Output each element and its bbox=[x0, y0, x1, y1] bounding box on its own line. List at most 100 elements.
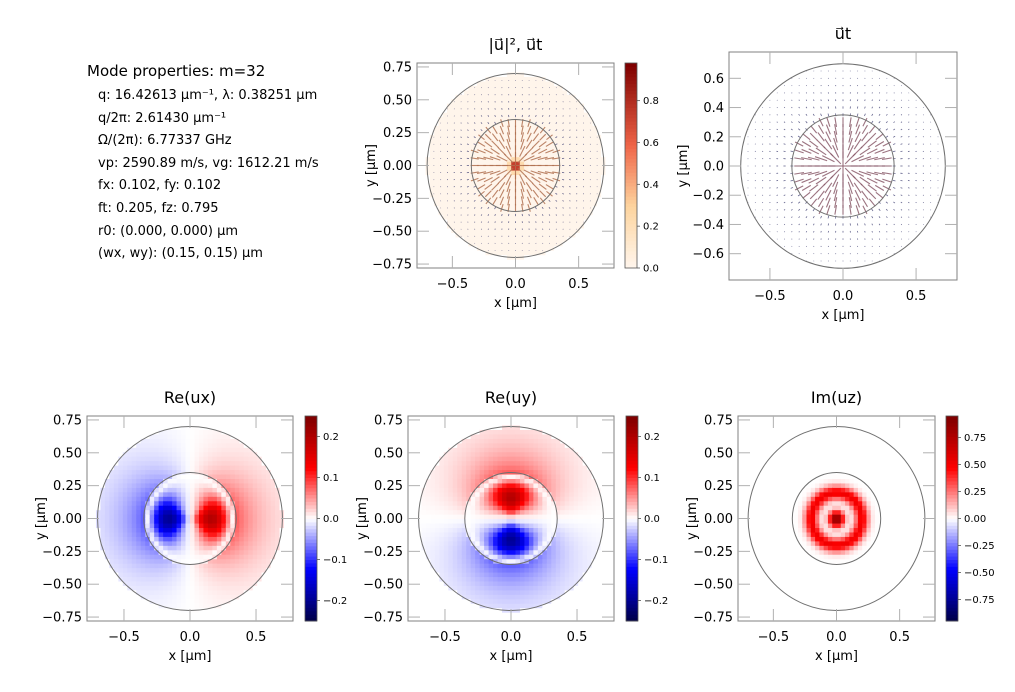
heatmap-cell bbox=[185, 465, 191, 471]
heatmap-cell bbox=[494, 245, 499, 251]
heatmap-cell bbox=[472, 196, 478, 202]
quiver-arrow bbox=[562, 108, 564, 110]
heatmap-cell bbox=[109, 482, 115, 488]
heatmap-cell bbox=[575, 183, 581, 189]
heatmap-cell bbox=[592, 263, 598, 268]
quiver-arrow bbox=[827, 223, 830, 226]
heatmap-cell bbox=[515, 156, 521, 162]
heatmap-cell bbox=[136, 447, 142, 453]
heatmap-cell bbox=[549, 138, 555, 144]
heatmap-cell bbox=[605, 259, 611, 265]
heatmap-cell bbox=[140, 594, 146, 600]
heatmap-cell bbox=[104, 496, 110, 502]
heatmap-cell bbox=[566, 103, 572, 109]
quiver-arrow bbox=[874, 148, 885, 154]
quiver-arrow bbox=[494, 214, 496, 217]
heatmap-cell bbox=[109, 585, 115, 591]
heatmap-cell bbox=[451, 80, 457, 86]
heatmap-cell bbox=[109, 460, 115, 466]
heatmap-cell bbox=[136, 545, 142, 551]
heatmap-cell bbox=[451, 174, 457, 180]
heatmap-cell bbox=[511, 152, 517, 158]
heatmap-cell bbox=[459, 254, 465, 260]
heatmap-cell bbox=[459, 263, 465, 268]
heatmap-cell bbox=[113, 567, 119, 573]
heatmap-cell bbox=[113, 451, 119, 457]
heatmap-cell bbox=[212, 576, 218, 582]
heatmap-cell bbox=[592, 134, 598, 140]
heatmap-cell bbox=[172, 585, 178, 591]
quiver-arrow bbox=[776, 194, 779, 196]
heatmap-cell bbox=[234, 416, 240, 422]
heatmap-cell bbox=[434, 156, 440, 162]
heatmap-cell bbox=[554, 71, 559, 77]
heatmap-cell bbox=[584, 236, 589, 242]
heatmap-cell bbox=[481, 120, 487, 126]
heatmap-cell bbox=[91, 496, 97, 502]
heatmap-cell bbox=[541, 174, 547, 180]
heatmap-cell bbox=[225, 509, 231, 515]
heatmap-cell bbox=[95, 545, 102, 551]
quiver-arrow bbox=[825, 124, 831, 135]
quiver-arrow bbox=[530, 156, 542, 161]
heatmap-cell bbox=[451, 63, 457, 69]
colorbar-segment bbox=[625, 66, 637, 71]
heatmap-cell bbox=[158, 473, 164, 479]
heatmap-cell bbox=[588, 183, 594, 189]
heatmap-cell bbox=[212, 496, 218, 502]
heatmap-cell bbox=[113, 514, 119, 520]
heatmap-cell bbox=[127, 580, 133, 586]
heatmap-cell bbox=[145, 571, 151, 578]
heatmap-cell bbox=[515, 67, 521, 73]
heatmap-cell bbox=[588, 214, 594, 220]
heatmap-cell bbox=[100, 536, 106, 542]
heatmap-cell bbox=[122, 571, 128, 578]
heatmap-cell bbox=[425, 116, 431, 122]
heatmap-cell bbox=[434, 196, 440, 202]
heatmap-cell bbox=[579, 89, 585, 95]
heatmap-cell bbox=[230, 460, 236, 466]
heatmap-cell bbox=[194, 536, 200, 542]
quiver-arrow bbox=[499, 189, 505, 199]
quiver-arrow bbox=[846, 174, 854, 187]
heatmap-cell bbox=[489, 165, 495, 171]
heatmap-cell bbox=[212, 536, 218, 542]
heatmap-cell bbox=[113, 563, 119, 569]
heatmap-cell bbox=[605, 210, 611, 216]
heatmap-cell bbox=[558, 152, 564, 158]
heatmap-cell bbox=[532, 254, 538, 260]
heatmap-cell bbox=[122, 527, 128, 533]
quiver-arrow bbox=[783, 194, 786, 196]
quiver-arrow bbox=[494, 206, 496, 210]
heatmap-cell bbox=[515, 98, 521, 104]
quiver-arrow bbox=[893, 135, 896, 138]
heatmap-cell bbox=[425, 138, 431, 144]
heatmap-cell bbox=[472, 107, 478, 113]
heatmap-cell bbox=[464, 80, 469, 86]
heatmap-cell bbox=[104, 580, 110, 586]
heatmap-cell bbox=[136, 603, 142, 609]
heatmap-cell bbox=[511, 183, 517, 189]
heatmap-cell bbox=[131, 607, 137, 613]
heatmap-cell bbox=[234, 478, 240, 484]
heatmap-cell bbox=[472, 223, 478, 229]
heatmap-cell bbox=[198, 416, 205, 422]
heatmap-cell bbox=[429, 161, 435, 167]
quiver-arrow bbox=[548, 221, 551, 223]
heatmap-cell bbox=[506, 210, 512, 216]
heatmap-cell bbox=[601, 210, 607, 216]
heatmap-cell bbox=[601, 76, 607, 82]
heatmap-cell bbox=[221, 420, 227, 426]
heatmap-cell bbox=[194, 540, 200, 546]
heatmap-cell bbox=[571, 218, 577, 225]
heatmap-cell bbox=[181, 442, 187, 448]
heatmap-cell bbox=[198, 540, 205, 546]
heatmap-cell bbox=[571, 89, 577, 95]
heatmap-cell bbox=[506, 112, 512, 118]
heatmap-cell bbox=[198, 442, 205, 448]
quiver-arrow bbox=[874, 184, 885, 191]
quiver-arrow bbox=[480, 108, 483, 110]
colorbar-segment bbox=[625, 165, 637, 170]
heatmap-cell bbox=[536, 183, 542, 189]
heatmap-cell bbox=[140, 616, 146, 621]
